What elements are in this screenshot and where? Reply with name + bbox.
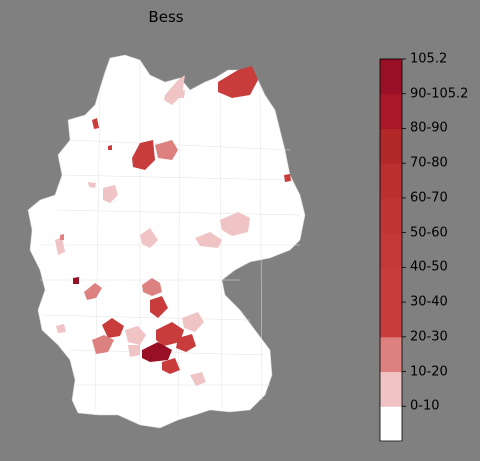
colorbar-tick-label: 0-10 bbox=[410, 398, 440, 414]
region-stuttgart-west bbox=[128, 345, 140, 357]
region-mannheim bbox=[102, 318, 124, 338]
region-karlsruhe bbox=[92, 335, 114, 354]
colorbar-tick-label: 10-20 bbox=[410, 364, 448, 380]
region-thueringen bbox=[195, 232, 222, 248]
colorbar-bin-60-70 bbox=[380, 197, 402, 234]
colorbar-bin-30-40 bbox=[380, 302, 402, 338]
highlighted-regions bbox=[55, 66, 291, 386]
colorbar-bin-0-10 bbox=[380, 406, 402, 442]
colorbar-bin-90-105.2 bbox=[380, 93, 402, 129]
region-frankfurt bbox=[84, 283, 102, 300]
colorbar-tick-label: 30-40 bbox=[410, 294, 448, 310]
region-braunschweig bbox=[155, 140, 178, 160]
region-luebeck-area bbox=[164, 75, 185, 105]
map-title: Bess bbox=[148, 8, 184, 26]
region-hannover bbox=[132, 140, 155, 170]
colorbar-bin-70-80 bbox=[380, 163, 402, 199]
colorbar-bin-40-50 bbox=[380, 267, 402, 303]
region-leipzig bbox=[220, 212, 250, 236]
region-hessen-north bbox=[140, 228, 158, 248]
colorbar-bin-80-90 bbox=[380, 128, 402, 164]
colorbar-bin-105.2 bbox=[380, 59, 402, 95]
colorbar-tick-label: 90-105.2 bbox=[410, 86, 469, 102]
region-regensburg bbox=[176, 334, 196, 352]
region-east-border bbox=[284, 174, 291, 182]
region-rlp-dark bbox=[73, 277, 79, 284]
colorbar-tick-label: 60-70 bbox=[410, 190, 448, 206]
colorbar-border bbox=[379, 58, 403, 442]
colorbar bbox=[379, 58, 406, 442]
region-oberfranken bbox=[182, 312, 204, 332]
region-nuernberg-north bbox=[150, 296, 168, 318]
region-saar-small bbox=[56, 324, 66, 333]
region-bayern-south bbox=[190, 372, 206, 386]
region-bremen-coast bbox=[92, 118, 99, 129]
region-rostock bbox=[218, 66, 258, 98]
region-heilbronn bbox=[125, 326, 146, 345]
colorbar-tick-label: 80-90 bbox=[410, 120, 448, 136]
district-borders bbox=[40, 60, 301, 425]
colorbar-bin-10-20 bbox=[380, 371, 402, 407]
colorbar-bin-50-60 bbox=[380, 232, 402, 268]
region-ulm bbox=[162, 358, 180, 374]
region-nuernberg bbox=[156, 322, 184, 346]
region-stuttgart bbox=[142, 342, 172, 362]
region-north-small bbox=[108, 145, 112, 150]
colorbar-bin-20-30 bbox=[380, 336, 402, 373]
region-kassel-small bbox=[88, 182, 96, 188]
colorbar-tick-label: 20-30 bbox=[410, 329, 448, 345]
colorbar-tick-label: 50-60 bbox=[410, 225, 448, 241]
colorbar-tick-label: 40-50 bbox=[410, 259, 448, 275]
region-sh-small bbox=[178, 90, 185, 98]
region-west-tiny bbox=[60, 234, 64, 240]
region-wuerzburg bbox=[142, 278, 162, 296]
colorbar-tick-label: 70-80 bbox=[410, 155, 448, 171]
colorbar-tick-label: 105.2 bbox=[410, 51, 448, 67]
region-west-small bbox=[55, 237, 65, 255]
region-goettingen bbox=[103, 185, 118, 203]
